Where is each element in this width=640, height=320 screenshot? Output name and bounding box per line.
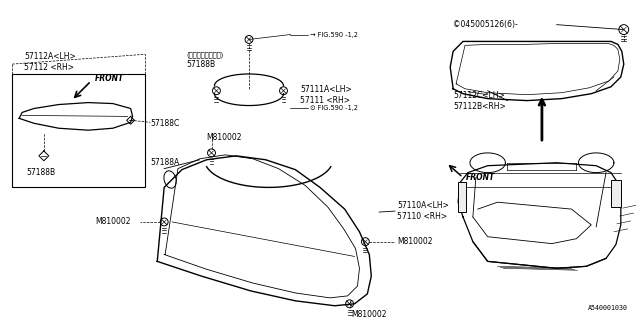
- Text: (ナットの取り付け): (ナットの取り付け): [187, 51, 224, 58]
- Text: 57112B<RH>: 57112B<RH>: [453, 102, 506, 111]
- Bar: [458, 182, 466, 212]
- Text: 57112 <RH>: 57112 <RH>: [24, 63, 74, 72]
- Text: M810002: M810002: [207, 133, 242, 142]
- Text: M810002: M810002: [351, 310, 387, 319]
- Text: 57112A<LH>: 57112A<LH>: [24, 52, 76, 61]
- Text: ©045005126(6)-: ©045005126(6)-: [453, 20, 518, 29]
- Text: M810002: M810002: [95, 217, 131, 227]
- Text: → FIG.590 -1,2: → FIG.590 -1,2: [310, 32, 358, 37]
- Text: M810002: M810002: [397, 237, 433, 246]
- Text: 57111 <RH>: 57111 <RH>: [300, 96, 350, 105]
- Text: ⊙ FIG.590 -1,2: ⊙ FIG.590 -1,2: [310, 106, 358, 111]
- Text: A540001030: A540001030: [588, 305, 628, 311]
- Bar: [12, 74, 145, 188]
- Bar: [611, 180, 621, 207]
- Text: FRONT: FRONT: [95, 75, 124, 84]
- Text: 57111A<LH>: 57111A<LH>: [300, 85, 352, 94]
- Text: 57188C: 57188C: [150, 119, 180, 128]
- Text: 57188A: 57188A: [150, 158, 180, 167]
- Text: 57110A<LH>: 57110A<LH>: [397, 201, 449, 210]
- Text: 57112C<LH>: 57112C<LH>: [453, 91, 505, 100]
- Text: FRONT: FRONT: [466, 173, 495, 182]
- Text: 57110 <RH>: 57110 <RH>: [397, 212, 447, 221]
- Text: 57188B: 57188B: [187, 60, 216, 68]
- Text: 57188B: 57188B: [26, 168, 55, 177]
